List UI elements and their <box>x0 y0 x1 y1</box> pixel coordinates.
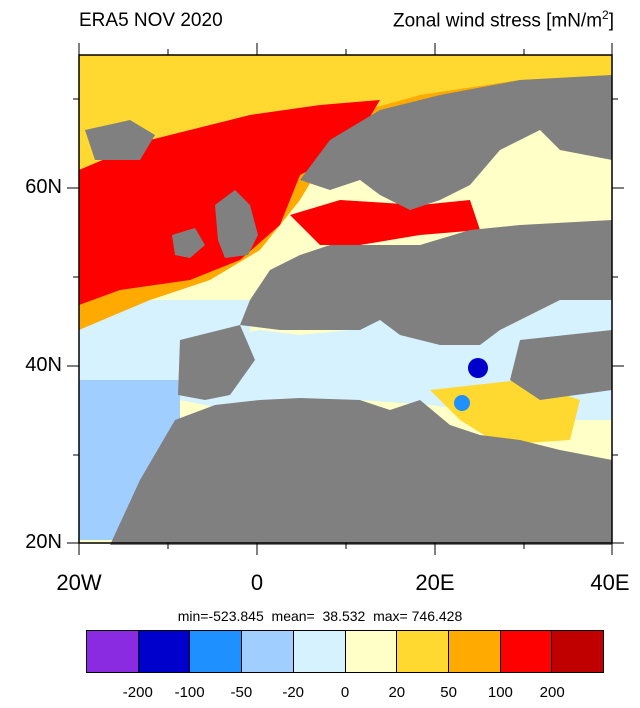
tick-marks <box>67 43 624 555</box>
colorbar-box-1 <box>138 631 191 672</box>
lon-label-20e: 20E <box>415 570 455 595</box>
land-ireland <box>172 228 205 258</box>
land-iberia <box>178 325 255 400</box>
land-british-isles <box>215 190 258 258</box>
field-statistics: min=-523.845 mean= 38.532 max= 746.428 <box>177 608 463 624</box>
colorbar-label: 50 <box>440 684 457 701</box>
lon-label-0: 0 <box>250 570 264 595</box>
land-europe <box>240 220 612 345</box>
land-africa <box>110 398 612 545</box>
lon-label-20w: 20W <box>56 570 102 595</box>
colorbar-box-8 <box>500 631 553 672</box>
region-yellow-north <box>79 55 612 255</box>
colorbar-box-2 <box>190 631 243 672</box>
colorbar-box-7 <box>448 631 501 672</box>
lat-label-60n: 60N <box>25 176 62 198</box>
land-iceland <box>85 120 155 160</box>
region-pale-atlantic <box>79 300 250 380</box>
lon-label-40e: 40E <box>590 570 630 595</box>
lat-label-20n: 20N <box>25 531 62 553</box>
colorbar-label: -200 <box>122 684 153 701</box>
land-scandinavia <box>300 75 612 210</box>
map-title: ERA5 NOV 2020 <box>79 10 223 31</box>
colorbar-box-3 <box>242 631 294 672</box>
region-strong-negative-aegean <box>468 358 488 378</box>
land-anatolia <box>510 330 612 400</box>
colorbar-box-4 <box>293 631 346 672</box>
colorbar-label: -50 <box>230 684 253 701</box>
lat-label-40n: 40N <box>25 354 62 376</box>
variable-title: Zonal wind stress [mN/m2] <box>392 8 614 32</box>
colorbar-box-6 <box>397 631 449 672</box>
colorbar-label: 200 <box>539 684 565 701</box>
colorbar-label: 20 <box>388 684 406 701</box>
colorbar-label: 0 <box>340 684 350 701</box>
colorbar-box-0 <box>87 631 139 672</box>
wind-stress-map <box>67 43 624 555</box>
colorbar-box-9 <box>552 631 604 672</box>
colorbar-box-5 <box>345 631 398 672</box>
colorbar-label: -20 <box>282 684 305 701</box>
region-negative-crete <box>454 395 470 411</box>
colorbar-label: -100 <box>174 684 205 701</box>
colorbar-label: 100 <box>487 684 513 701</box>
colorbar <box>86 630 604 673</box>
region-red-north-sea <box>290 200 480 245</box>
